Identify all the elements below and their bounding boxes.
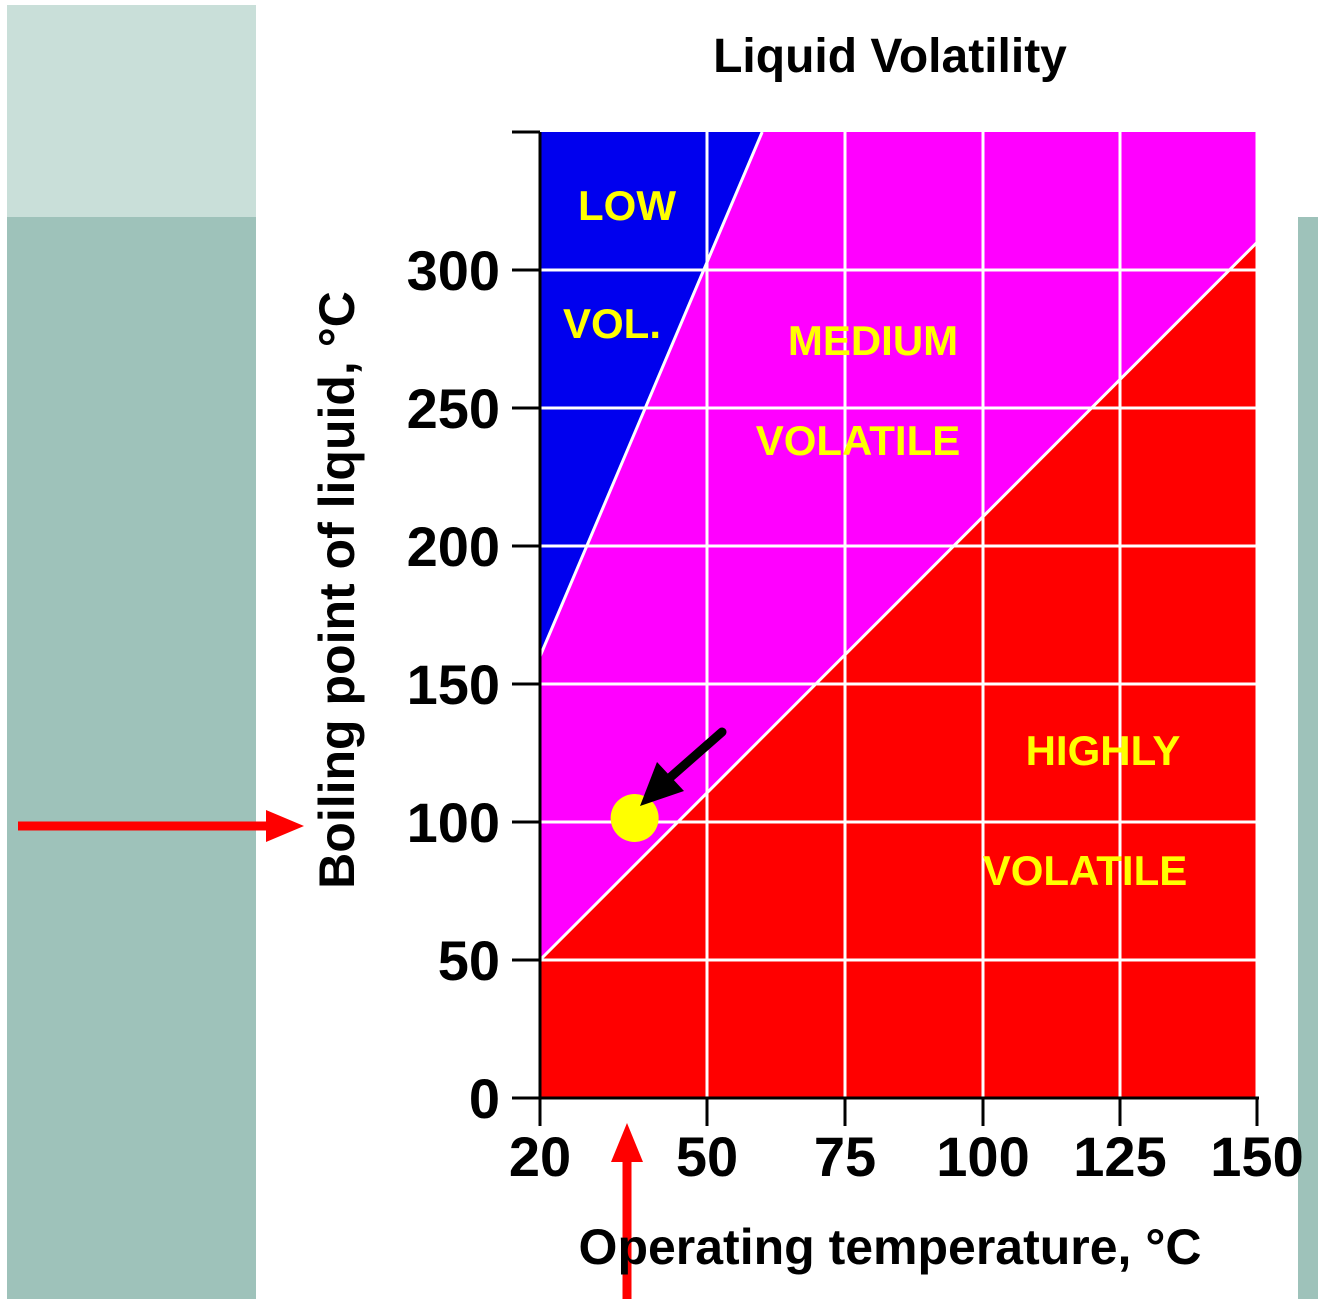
x-tick-label: 100 (936, 1125, 1029, 1188)
y-tick-label: 300 (407, 239, 500, 302)
region-label: HIGHLY (1026, 727, 1181, 774)
pointer-arrow-head (640, 762, 684, 806)
x-axis-label: Operating temperature, °C (579, 1219, 1202, 1275)
region-label: VOLATILE (756, 417, 961, 464)
y-tick-label: 0 (469, 1067, 500, 1130)
background-panel-right (1298, 217, 1318, 1299)
region-label: VOL. (563, 300, 661, 347)
x-tick-label: 125 (1073, 1125, 1166, 1188)
left-indicator-arrow-head (266, 810, 304, 842)
highlight-point (610, 794, 659, 842)
bottom-indicator-arrow-head (611, 1123, 643, 1162)
y-tick-label: 150 (407, 653, 500, 716)
pointer-arrow-shaft (660, 727, 727, 787)
region-label: MEDIUM (788, 317, 958, 364)
y-tick-label: 250 (407, 377, 500, 440)
boundary-line (540, 241, 1257, 962)
x-tick-label: 20 (509, 1125, 571, 1188)
y-tick-label: 50 (438, 929, 500, 992)
y-tick-label: 100 (407, 791, 500, 854)
y-axis-label: Boiling point of liquid, °C (309, 291, 365, 889)
background-panel-top (7, 5, 256, 217)
background-panel-left (7, 217, 256, 1299)
region-label: VOLATILE (983, 847, 1188, 894)
boundary-line (540, 132, 764, 657)
x-tick-label: 75 (814, 1125, 876, 1188)
x-tick-label: 150 (1210, 1125, 1303, 1188)
x-tick-label: 50 (676, 1125, 738, 1188)
region-label: LOW (578, 182, 676, 229)
chart-title: Liquid Volatility (713, 30, 1067, 83)
y-tick-label: 200 (407, 515, 500, 578)
